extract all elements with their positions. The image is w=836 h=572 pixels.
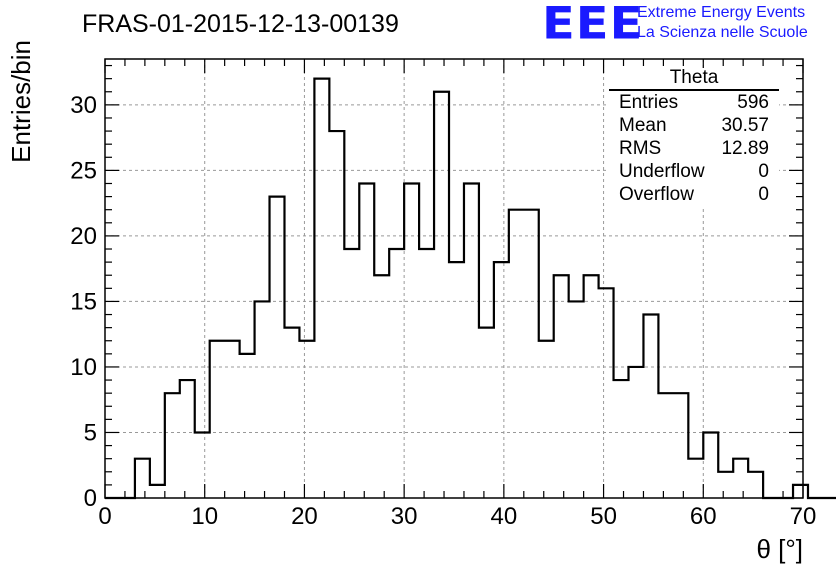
- stats-label: Overflow: [619, 184, 694, 205]
- histogram-bin: [554, 275, 569, 498]
- histogram-bin: [225, 341, 240, 498]
- stats-label: Entries: [619, 92, 679, 113]
- stats-box: Theta Entries 596 Mean 30.57 RMS 12.89 U…: [609, 68, 779, 206]
- stats-value: 30.57: [721, 115, 769, 136]
- histogram-bin: [135, 459, 150, 498]
- histogram-bin: [404, 183, 419, 498]
- x-tick-label: 70: [790, 503, 817, 530]
- y-tick-label: 30: [70, 92, 97, 119]
- histogram-bin: [359, 183, 374, 498]
- stats-row-overflow: Overflow 0: [609, 183, 779, 206]
- histogram-bin: [569, 301, 584, 498]
- histogram-bin: [389, 249, 404, 498]
- x-axis-label: θ [°]: [756, 534, 803, 564]
- histogram-bin: [599, 288, 614, 498]
- y-tick-label: 0: [84, 485, 97, 512]
- histogram-outline: [105, 77, 836, 500]
- histogram-bin: [494, 262, 509, 498]
- histogram-bin: [524, 210, 539, 498]
- histogram-bin: [434, 92, 449, 498]
- histogram-bin: [195, 432, 210, 498]
- brand-line-1: Extreme Energy Events: [637, 4, 806, 21]
- histogram-bin: [419, 249, 434, 498]
- stats-label: Underflow: [619, 161, 705, 182]
- histogram-bin: [614, 380, 629, 498]
- stats-title: Theta: [609, 68, 779, 91]
- histogram-bin: [150, 485, 165, 498]
- histogram-bin: [793, 485, 808, 498]
- eee-logo: EEE: [542, 0, 644, 50]
- histogram-bin: [658, 393, 673, 498]
- brand-line-2: La Scienza nelle Scuole: [637, 24, 808, 41]
- histogram-bin: [180, 380, 195, 498]
- histogram-bin: [688, 459, 703, 498]
- y-tick-label: 25: [70, 157, 97, 184]
- stats-value: 596: [737, 92, 769, 113]
- histogram-bin: [449, 262, 464, 498]
- y-axis-label: Entries/bin: [6, 40, 36, 163]
- histogram-bin: [509, 210, 524, 498]
- plot-frame: [104, 58, 804, 499]
- stats-value: 0: [758, 161, 769, 182]
- histogram-bin: [329, 131, 344, 498]
- histogram-bin: [748, 472, 763, 498]
- histogram-bin: [584, 275, 599, 498]
- tick-labels: 0 10 20 30 40 50 60 70 0 5 10 15 20 25 30: [70, 92, 816, 530]
- stats-value: 0: [758, 184, 769, 205]
- y-tick-label: 5: [84, 419, 97, 446]
- histogram-bin: [718, 472, 733, 498]
- histogram-bin: [344, 249, 359, 498]
- histogram-bin: [314, 79, 329, 498]
- x-tick-label: 20: [291, 503, 318, 530]
- y-tick-label: 20: [70, 223, 97, 250]
- histogram-bin: [240, 354, 255, 498]
- y-tick-label: 10: [70, 354, 97, 381]
- x-tick-label: 10: [191, 503, 218, 530]
- histogram-bin: [643, 315, 658, 498]
- histogram-bin: [210, 341, 225, 498]
- x-tick-label: 60: [690, 503, 717, 530]
- histogram-bin: [703, 432, 718, 498]
- histogram-bin: [733, 459, 748, 498]
- stats-row-underflow: Underflow 0: [609, 160, 779, 183]
- histogram-bin: [165, 393, 180, 498]
- histogram-bin: [479, 328, 494, 498]
- stats-row-entries: Entries 596: [609, 91, 779, 114]
- x-tick-label: 0: [98, 503, 111, 530]
- stats-label: RMS: [619, 138, 662, 159]
- stats-label: Mean: [619, 115, 667, 136]
- histogram-bin: [299, 341, 314, 498]
- histogram-bin: [374, 275, 389, 498]
- stats-row-mean: Mean 30.57: [609, 114, 779, 137]
- axis-ticks: [104, 59, 804, 499]
- x-tick-label: 50: [590, 503, 617, 530]
- x-tick-label: 30: [391, 503, 418, 530]
- histogram-bin: [464, 183, 479, 498]
- histogram-bin: [539, 341, 554, 498]
- stats-row-rms: RMS 12.89: [609, 137, 779, 160]
- stats-value: 12.89: [721, 138, 769, 159]
- histogram-bin: [284, 328, 299, 498]
- grid-lines: [105, 59, 803, 498]
- x-tick-label: 40: [491, 503, 518, 530]
- histogram-bin: [270, 197, 285, 498]
- histogram-bin: [673, 393, 688, 498]
- histogram-bins: [105, 77, 836, 500]
- y-tick-label: 15: [70, 288, 97, 315]
- chart-title: FRAS-01-2015-12-13-00139: [82, 10, 399, 38]
- histogram-bin: [255, 301, 270, 498]
